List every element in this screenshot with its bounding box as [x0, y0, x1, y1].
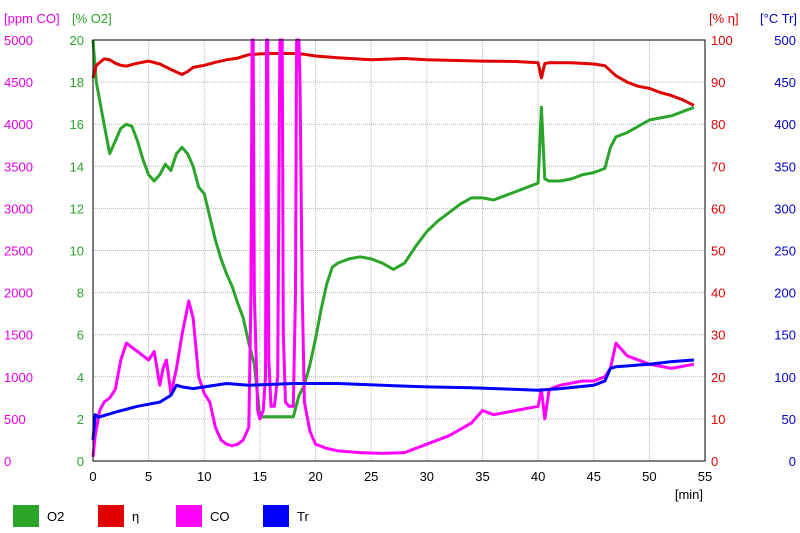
y-tick-label-tr: 350	[774, 159, 796, 174]
y-tick-label-eta: 0	[711, 454, 718, 469]
axis-title-co: [ppm CO]	[4, 11, 60, 26]
legend-label-O2: O2	[47, 509, 64, 524]
y-tick-label-eta: 80	[711, 117, 725, 132]
tick-labels: 0500100015002000250030003500400045005000…	[4, 33, 796, 484]
y-tick-label-co: 3000	[4, 201, 33, 216]
legend-swatch-CO	[176, 505, 202, 527]
series-line-Tr	[91, 358, 695, 441]
legend: O2 η CO Tr	[13, 505, 309, 527]
y-tick-label-o2: 18	[70, 75, 84, 90]
y-tick-label-tr: 50	[782, 412, 796, 427]
x-tick-label: 20	[308, 469, 322, 484]
y-tick-label-eta: 100	[711, 33, 733, 48]
axis-titles: [ppm CO] [% O2] [% η] [°C Tr]	[4, 11, 797, 26]
y-tick-label-o2: 0	[77, 454, 84, 469]
y-tick-label-co: 4500	[4, 75, 33, 90]
x-tick-label: 40	[531, 469, 545, 484]
plot-lines	[91, 38, 695, 457]
y-tick-label-co: 1000	[4, 370, 33, 385]
x-tick-label: 15	[253, 469, 267, 484]
y-tick-label-tr: 450	[774, 75, 796, 90]
y-tick-label-o2: 12	[70, 201, 84, 216]
legend-swatch-Tr	[263, 505, 289, 527]
y-tick-label-co: 2000	[4, 286, 33, 301]
y-tick-label-eta: 50	[711, 244, 725, 259]
x-tick-label: 0	[89, 469, 96, 484]
y-tick-label-tr: 300	[774, 201, 796, 216]
y-tick-label-eta: 90	[711, 75, 725, 90]
y-tick-label-o2: 4	[77, 370, 84, 385]
series-line-CO	[91, 38, 695, 457]
y-tick-label-tr: 0	[789, 454, 796, 469]
y-tick-label-eta: 30	[711, 328, 725, 343]
y-tick-label-co: 0	[4, 454, 11, 469]
legend-swatch-O2	[13, 505, 39, 527]
y-tick-label-o2: 8	[77, 286, 84, 301]
y-tick-label-co: 3500	[4, 159, 33, 174]
y-tick-label-tr: 400	[774, 117, 796, 132]
y-tick-label-eta: 10	[711, 412, 725, 427]
y-tick-label-tr: 100	[774, 370, 796, 385]
y-tick-label-o2: 10	[70, 244, 84, 259]
y-tick-label-co: 500	[4, 412, 26, 427]
y-tick-label-co: 4000	[4, 117, 33, 132]
y-tick-label-eta: 70	[711, 159, 725, 174]
axis-title-o2: [% O2]	[72, 11, 112, 26]
y-tick-label-o2: 16	[70, 117, 84, 132]
y-tick-label-o2: 6	[77, 328, 84, 343]
plot-frame	[92, 39, 706, 462]
y-tick-label-tr: 150	[774, 328, 796, 343]
y-tick-label-o2: 14	[70, 159, 84, 174]
legend-label-η: η	[132, 509, 139, 524]
y-tick-label-o2: 20	[70, 33, 84, 48]
x-axis-label: [min]	[675, 487, 703, 502]
y-tick-label-eta: 20	[711, 370, 725, 385]
x-tick-label: 5	[145, 469, 152, 484]
x-tick-label: 35	[475, 469, 489, 484]
legend-label-Tr: Tr	[297, 509, 309, 524]
x-tick-label: 50	[642, 469, 656, 484]
x-tick-label: 45	[586, 469, 600, 484]
x-tick-label: 55	[698, 469, 712, 484]
y-tick-label-co: 5000	[4, 33, 33, 48]
axis-title-tr: [°C Tr]	[760, 11, 797, 26]
y-tick-label-tr: 200	[774, 286, 796, 301]
y-tick-label-eta: 60	[711, 201, 725, 216]
legend-label-CO: CO	[210, 509, 230, 524]
x-tick-label: 30	[420, 469, 434, 484]
y-tick-label-co: 1500	[4, 328, 33, 343]
x-tick-label: 10	[197, 469, 211, 484]
y-tick-label-eta: 40	[711, 286, 725, 301]
y-tick-label-o2: 2	[77, 412, 84, 427]
axis-title-eta: [% η]	[709, 11, 739, 26]
x-tick-label: 25	[364, 469, 378, 484]
legend-swatch-η	[98, 505, 124, 527]
y-tick-label-tr: 250	[774, 244, 796, 259]
series-line-O2	[91, 39, 695, 419]
y-tick-label-co: 2500	[4, 244, 33, 259]
y-tick-label-tr: 500	[774, 33, 796, 48]
